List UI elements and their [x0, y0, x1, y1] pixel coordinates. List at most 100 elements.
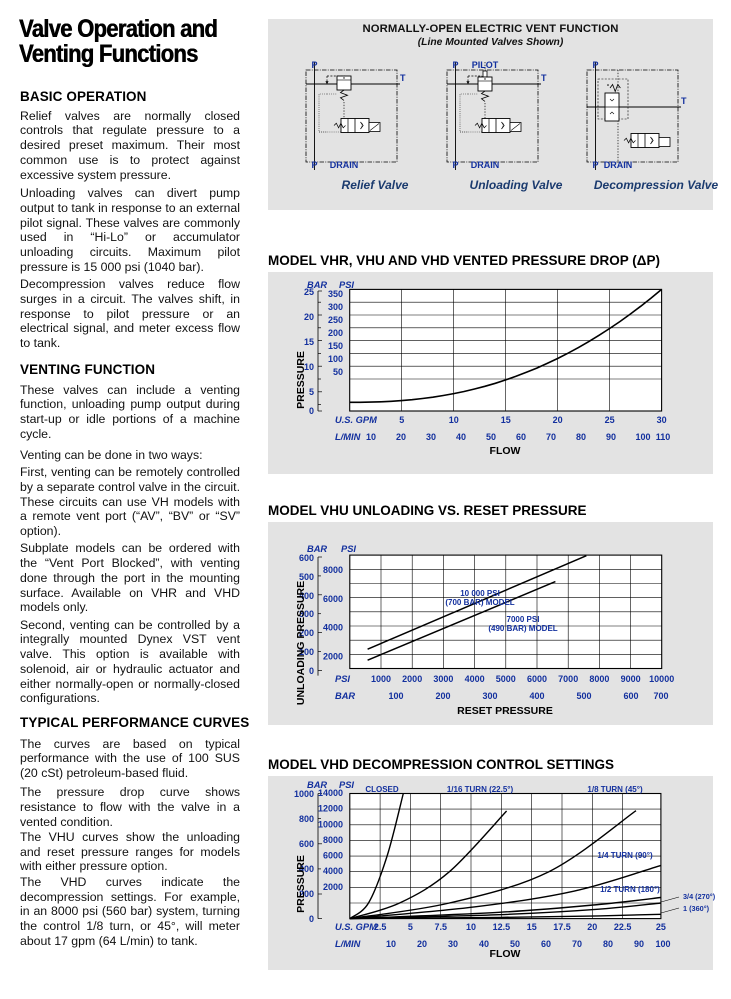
svg-text:0: 0 — [309, 406, 314, 416]
svg-text:10 000 PSI: 10 000 PSI — [460, 589, 500, 598]
svg-text:600: 600 — [299, 553, 314, 563]
svg-text:15: 15 — [527, 922, 537, 932]
svg-text:1/4 TURN (90°): 1/4 TURN (90°) — [597, 851, 653, 860]
svg-text:20: 20 — [396, 432, 406, 442]
svg-text:P: P — [452, 160, 458, 170]
svg-text:1 (360°): 1 (360°) — [683, 904, 710, 913]
svg-text:P: P — [311, 60, 317, 70]
svg-text:2000: 2000 — [323, 651, 343, 661]
svg-text:17.5: 17.5 — [553, 922, 571, 932]
svg-text:6000: 6000 — [527, 674, 547, 684]
svg-text:300: 300 — [328, 302, 343, 312]
svg-text:150: 150 — [328, 341, 343, 351]
svg-text:30: 30 — [657, 415, 667, 425]
svg-text:70: 70 — [546, 432, 556, 442]
svg-text:4000: 4000 — [323, 866, 343, 876]
svg-text:600: 600 — [623, 691, 638, 701]
svg-text:25: 25 — [605, 415, 615, 425]
svg-text:80: 80 — [576, 432, 586, 442]
svg-text:15: 15 — [501, 415, 511, 425]
svg-text:40: 40 — [479, 939, 489, 949]
svg-text:25: 25 — [656, 922, 666, 932]
svg-text:U.S. GPM: U.S. GPM — [335, 922, 377, 932]
svg-text:DRAIN: DRAIN — [471, 160, 500, 170]
svg-text:UNLOADING PRESSURE: UNLOADING PRESSURE — [295, 581, 307, 705]
svg-text:7.5: 7.5 — [434, 922, 447, 932]
svg-text:BAR: BAR — [335, 691, 355, 701]
svg-text:P: P — [311, 160, 317, 170]
svg-text:8000: 8000 — [323, 565, 343, 575]
svg-text:300: 300 — [482, 691, 497, 701]
svg-text:800: 800 — [299, 814, 314, 824]
svg-text:5: 5 — [309, 387, 314, 397]
svg-text:PRESSURE: PRESSURE — [295, 351, 307, 409]
svg-text:2000: 2000 — [323, 882, 343, 892]
svg-text:7000 PSI: 7000 PSI — [507, 615, 540, 624]
svg-text:22.5: 22.5 — [614, 922, 632, 932]
svg-text:4000: 4000 — [323, 623, 343, 633]
svg-text:500: 500 — [576, 691, 591, 701]
svg-text:T: T — [541, 73, 547, 83]
svg-text:12.5: 12.5 — [493, 922, 511, 932]
svg-text:1000: 1000 — [294, 789, 314, 799]
svg-text:6000: 6000 — [323, 851, 343, 861]
svg-text:P: P — [592, 160, 598, 170]
svg-text:25: 25 — [304, 287, 314, 297]
svg-text:14000: 14000 — [318, 788, 343, 798]
svg-text:60: 60 — [516, 432, 526, 442]
svg-text:50: 50 — [486, 432, 496, 442]
svg-text:P: P — [592, 60, 598, 70]
svg-text:12000: 12000 — [318, 804, 343, 814]
svg-text:1/2 TURN (180°): 1/2 TURN (180°) — [600, 885, 660, 894]
svg-text:P: P — [452, 60, 458, 70]
svg-text:8000: 8000 — [589, 674, 609, 684]
svg-text:30: 30 — [426, 432, 436, 442]
svg-text:3/4 (270°): 3/4 (270°) — [683, 892, 716, 901]
svg-text:40: 40 — [456, 432, 466, 442]
svg-text:10: 10 — [466, 922, 476, 932]
svg-text:9000: 9000 — [621, 674, 641, 684]
svg-text:350: 350 — [328, 289, 343, 299]
svg-text:T: T — [681, 96, 687, 106]
svg-text:1000: 1000 — [371, 674, 391, 684]
svg-text:5: 5 — [408, 922, 413, 932]
svg-text:80: 80 — [603, 939, 613, 949]
svg-text:90: 90 — [634, 939, 644, 949]
svg-text:10000: 10000 — [318, 819, 343, 829]
svg-text:90: 90 — [606, 432, 616, 442]
svg-text:5: 5 — [399, 415, 404, 425]
svg-text:10000: 10000 — [649, 674, 674, 684]
svg-text:200: 200 — [435, 691, 450, 701]
svg-text:100: 100 — [635, 432, 650, 442]
svg-text:15: 15 — [304, 337, 314, 347]
svg-text:10: 10 — [386, 939, 396, 949]
svg-text:400: 400 — [529, 691, 544, 701]
svg-text:30: 30 — [448, 939, 458, 949]
svg-text:PSI: PSI — [335, 674, 350, 684]
svg-text:10: 10 — [366, 432, 376, 442]
svg-text:100: 100 — [655, 939, 670, 949]
svg-text:L/MIN: L/MIN — [335, 432, 361, 442]
svg-text:T: T — [400, 73, 406, 83]
svg-text:250: 250 — [328, 315, 343, 325]
svg-text:200: 200 — [328, 328, 343, 338]
svg-text:100: 100 — [388, 691, 403, 701]
svg-text:6000: 6000 — [323, 594, 343, 604]
svg-text:110: 110 — [656, 432, 671, 442]
svg-text:1/16 TURN (22.5°): 1/16 TURN (22.5°) — [447, 785, 514, 794]
svg-text:0: 0 — [309, 666, 314, 676]
svg-text:10: 10 — [449, 415, 459, 425]
svg-text:DRAIN: DRAIN — [330, 160, 359, 170]
svg-text:0: 0 — [309, 914, 314, 924]
svg-text:(700 BAR) MODEL: (700 BAR) MODEL — [445, 598, 514, 607]
svg-text:PSI: PSI — [341, 544, 356, 554]
svg-text:RESET PRESSURE: RESET PRESSURE — [457, 705, 553, 717]
svg-text:FLOW: FLOW — [490, 948, 521, 960]
svg-text:5000: 5000 — [496, 674, 516, 684]
svg-text:20: 20 — [304, 312, 314, 322]
svg-text:70: 70 — [572, 939, 582, 949]
svg-text:CLOSED: CLOSED — [365, 785, 399, 794]
svg-text:7000: 7000 — [558, 674, 578, 684]
svg-text:20: 20 — [417, 939, 427, 949]
svg-text:PRESSURE: PRESSURE — [295, 855, 307, 913]
